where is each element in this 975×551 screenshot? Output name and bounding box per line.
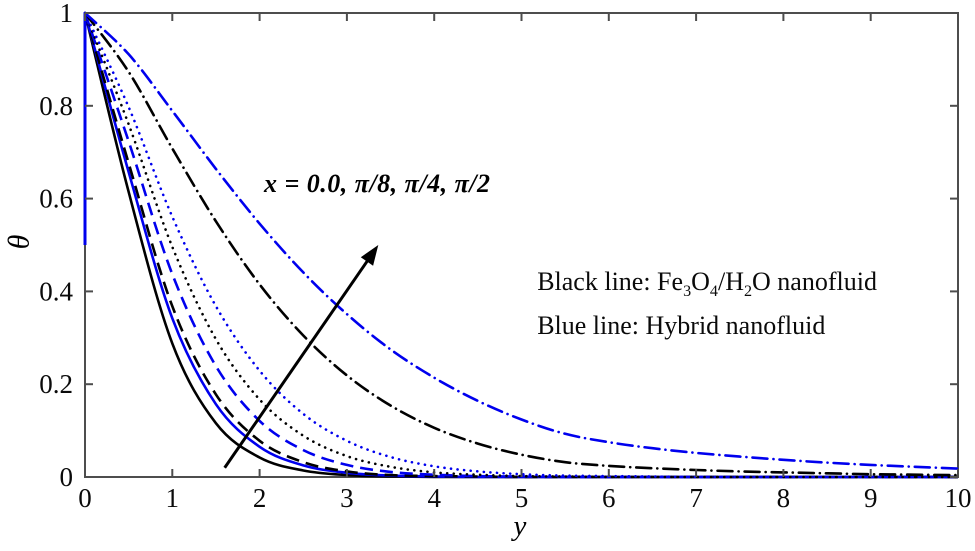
y-tick-label: 1 <box>60 0 74 28</box>
y-tick-label: 0.6 <box>39 184 73 214</box>
x-tick-label: 5 <box>515 483 529 513</box>
x-tick-label: 7 <box>689 483 703 513</box>
x-tick-label: 6 <box>602 483 616 513</box>
subscript: 3 <box>683 283 692 301</box>
x-tick-label: 0 <box>78 483 92 513</box>
x-tick-label: 1 <box>166 483 180 513</box>
y-tick-label: 0.2 <box>39 369 73 399</box>
y-tick-label: 0.8 <box>39 91 73 121</box>
curve-blue-dashed <box>83 12 959 479</box>
curve-black-dotted <box>83 11 960 479</box>
curve-black-solid <box>83 12 959 479</box>
axes-box <box>84 12 959 478</box>
subscript: 2 <box>743 283 753 301</box>
y-tick-label: 0.4 <box>39 276 73 306</box>
curve-black-dashed <box>83 12 959 479</box>
y-tick-label: 0 <box>60 462 74 492</box>
text-run: /H <box>717 267 744 297</box>
x-tick-label: 10 <box>945 483 972 513</box>
x-tick-label: 8 <box>777 483 791 513</box>
legend-black-line: Black line: Fe3O4/H2O nanofluid <box>537 267 877 301</box>
x-tick-label: 4 <box>427 483 441 513</box>
text-run: Blue line: Hybrid nanofluid <box>537 310 826 340</box>
annotation-arrow-head <box>360 245 379 266</box>
text-run: O nanofluid <box>752 267 877 297</box>
text-run: O <box>691 267 710 297</box>
x-axis-label: y <box>513 510 527 542</box>
curve-black-dashdot <box>83 11 960 477</box>
curve-blue-dotted <box>83 11 960 479</box>
curve-blue-dashdot <box>83 11 960 470</box>
subscript: 4 <box>709 283 718 301</box>
x-tick-label: 3 <box>340 483 354 513</box>
annotation-arrow-shaft <box>223 257 371 469</box>
x-tick-label: 2 <box>253 483 267 513</box>
y-axis-label: θ <box>2 234 36 250</box>
x-values-annotation: x = 0.0, π/8, π/4, π/2 <box>263 169 491 199</box>
x-tick-label: 9 <box>864 483 878 513</box>
legend-blue-line: Blue line: Hybrid nanofluid <box>537 311 825 341</box>
text-run: Black line: Fe <box>537 267 684 297</box>
curve-blue-solid <box>83 12 959 479</box>
